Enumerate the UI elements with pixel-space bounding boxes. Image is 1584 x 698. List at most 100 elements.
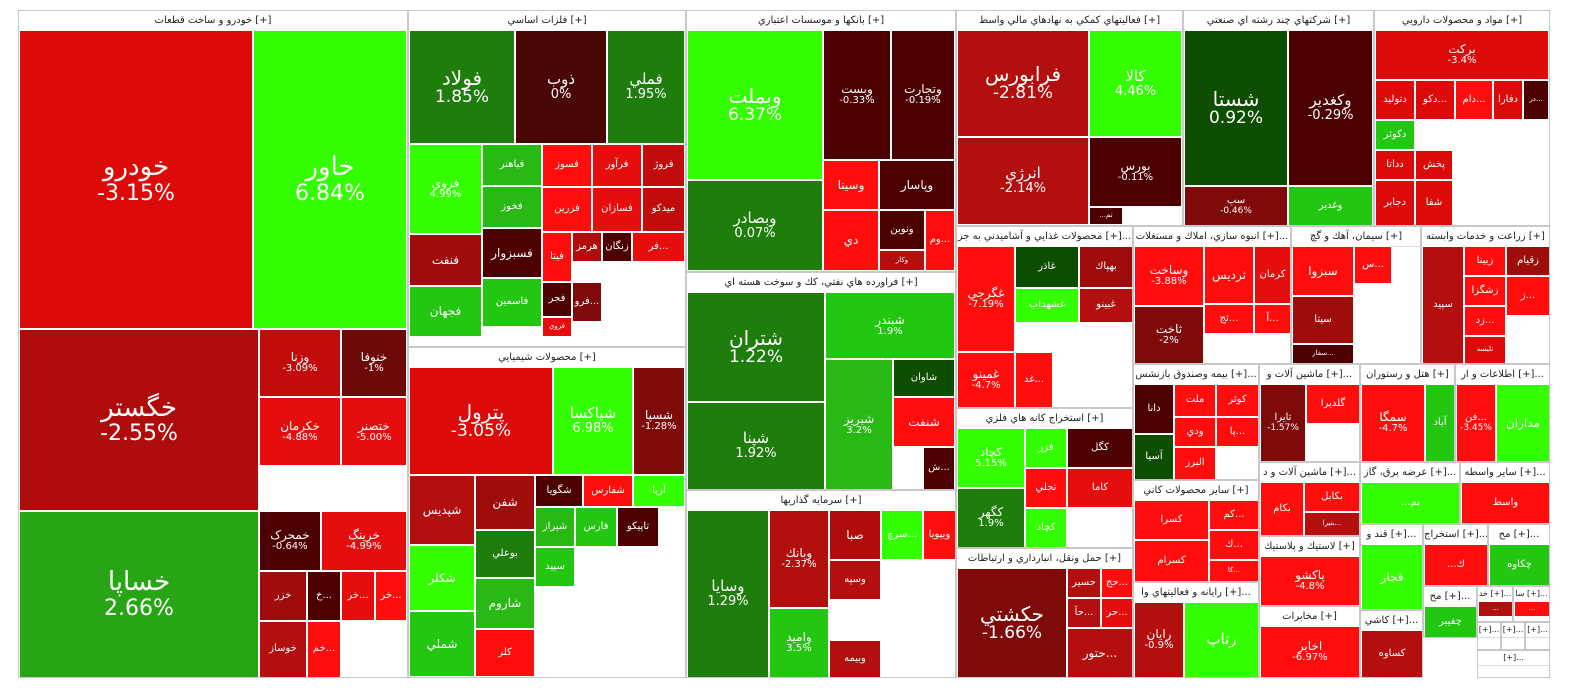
stock-tile[interactable]: غبينو	[1079, 288, 1132, 323]
stock-tile[interactable]: سپيد	[1422, 246, 1464, 363]
stock-tile[interactable]: وامید 3.5%	[769, 608, 829, 677]
stock-tile[interactable]: آ...	[1254, 304, 1290, 334]
stock-tile[interactable]: حر...	[1101, 598, 1132, 628]
stock-tile[interactable]: بكابل	[1304, 482, 1359, 512]
stock-tile[interactable]: ز...	[1506, 276, 1549, 316]
stock-tile[interactable]: ...تم	[1089, 207, 1123, 225]
stock-tile[interactable]: دتوليد	[1375, 80, 1415, 120]
stock-tile[interactable]: خساپا 2.66%	[19, 511, 259, 677]
sector-header[interactable]: استخراج [+]...	[1424, 525, 1487, 545]
stock-tile[interactable]: فجهان	[409, 286, 482, 337]
stock-tile[interactable]: ك...	[1209, 530, 1258, 560]
sector-header[interactable]: خودرو و ساخت قطعات [+]	[19, 11, 407, 31]
stock-tile[interactable]: صبا	[829, 510, 881, 560]
stock-tile[interactable]: دكو...	[1415, 80, 1455, 120]
stock-tile[interactable]: وزنا -3.09%	[259, 329, 341, 397]
stock-tile[interactable]: فيتا	[542, 232, 572, 282]
sector-header[interactable]: خد [+]...	[1478, 587, 1512, 602]
sector-header[interactable]: كاشي [+]...	[1361, 611, 1422, 631]
stock-tile[interactable]: شگويا	[535, 475, 583, 507]
stock-tile[interactable]: دفارا	[1493, 80, 1523, 120]
stock-tile[interactable]: شنفت	[893, 397, 955, 447]
stock-tile[interactable]: فسازان	[592, 187, 642, 232]
stock-tile[interactable]: وكغدير -0.29%	[1288, 30, 1373, 186]
stock-tile[interactable]: فرو...	[572, 282, 602, 322]
sector-header[interactable]: سرمايه گذاريها [+]	[687, 491, 955, 511]
stock-tile[interactable]: ...ك	[1424, 544, 1487, 585]
stock-tile[interactable]: فرآور	[592, 144, 642, 187]
stock-tile[interactable]: غد...	[1015, 352, 1053, 407]
stock-tile[interactable]: ميدكو	[642, 187, 685, 232]
stock-tile[interactable]: ونوين	[879, 210, 925, 250]
sector-header[interactable]: بيمه وصندوق بازنشس [+]...	[1134, 365, 1258, 385]
stock-tile[interactable]: خم...	[307, 621, 341, 677]
sector-header[interactable]: مح [+]...	[1424, 587, 1476, 607]
stock-tile[interactable]: كچاد	[1025, 508, 1067, 547]
stock-tile[interactable]: سپ -0.46%	[1184, 186, 1288, 225]
sector-header[interactable]: مح [+]...	[1489, 525, 1549, 545]
stock-tile[interactable]: ثاخت -2%	[1134, 306, 1204, 363]
stock-tile[interactable]: وپاسار	[879, 160, 955, 210]
stock-tile[interactable]: سبزوا	[1292, 246, 1354, 296]
sector-header[interactable]: فراورده هاي نفتي، كك و سوخت هسته اي [+]	[687, 273, 955, 293]
stock-tile[interactable]: فروژ	[642, 144, 685, 187]
stock-tile[interactable]: شملي	[409, 611, 475, 677]
stock-tile[interactable]: سپيد	[535, 547, 575, 587]
stock-tile[interactable]: فسوز	[542, 144, 592, 187]
stock-tile[interactable]: پا...	[1216, 417, 1258, 447]
stock-tile[interactable]: دام...	[1455, 80, 1493, 120]
sector-header[interactable]: [+]...	[1526, 623, 1549, 638]
stock-tile[interactable]: فروي 4.99%	[409, 144, 482, 234]
stock-tile[interactable]: حكشتي -1.66%	[957, 568, 1067, 677]
stock-tile[interactable]: خنوفا -1%	[341, 329, 407, 397]
stock-tile[interactable]: كسرا	[1134, 500, 1209, 540]
stock-tile[interactable]: شپنا 1.92%	[687, 402, 825, 489]
stock-tile[interactable]: كساوه	[1361, 630, 1422, 677]
stock-tile[interactable]: دكوثر	[1375, 120, 1415, 150]
stock-tile[interactable]: ش...	[923, 447, 955, 489]
stock-tile[interactable]: پاكشو -4.8%	[1260, 556, 1359, 605]
sector-header[interactable]: [+]...	[1502, 623, 1524, 638]
stock-tile[interactable]: تايرا -1.57%	[1260, 384, 1306, 461]
sector-header[interactable]: محصولات شيميايي [+]	[409, 348, 685, 368]
stock-tile[interactable]: ملت	[1174, 384, 1216, 417]
stock-tile[interactable]: كسرام	[1134, 540, 1209, 581]
stock-tile[interactable]: فر...	[632, 232, 685, 262]
stock-tile[interactable]: خرینگ -4.99%	[321, 511, 407, 571]
stock-tile[interactable]: ...	[1514, 601, 1549, 617]
sector-header[interactable]: حمل ونقل، انبارداري و ارتباطات [+]	[957, 549, 1132, 569]
sector-header[interactable]: هتل و رستوران [+]	[1361, 365, 1454, 385]
sector-header[interactable]: ساير محصولات كاني [+]	[1134, 481, 1258, 501]
stock-tile[interactable]: آريا	[633, 475, 685, 507]
stock-tile[interactable]: چفيبر	[1424, 606, 1476, 637]
stock-tile[interactable]: رايان -0.9%	[1134, 602, 1184, 677]
stock-tile[interactable]: خر...	[341, 571, 375, 621]
stock-tile[interactable]: خگستر -2.55%	[19, 329, 259, 511]
stock-tile[interactable]: شبريز 3.2%	[825, 359, 893, 489]
stock-tile[interactable]: غمينو -4.7%	[957, 352, 1015, 407]
stock-tile[interactable]: زبينا	[1464, 246, 1506, 276]
stock-tile[interactable]: زنگان	[602, 232, 632, 262]
stock-tile[interactable]: فروي	[542, 317, 572, 337]
sector-header[interactable]: قند و [+]...	[1361, 525, 1422, 545]
stock-tile[interactable]: ويپويا	[923, 510, 955, 560]
stock-tile[interactable]: فباهنر	[482, 144, 542, 186]
stock-tile[interactable]: بنيرا...	[1304, 512, 1359, 535]
stock-tile[interactable]: كگهر 1.9%	[957, 488, 1025, 547]
stock-tile[interactable]: وبملت 6.37%	[687, 30, 823, 180]
stock-tile[interactable]: خکرمان -4.88%	[259, 397, 341, 466]
stock-tile[interactable]: شفن	[475, 475, 535, 530]
stock-tile[interactable]: واسط	[1461, 482, 1549, 523]
stock-tile[interactable]: حج...	[1101, 568, 1132, 598]
stock-tile[interactable]: دداتا	[1375, 150, 1415, 180]
sector-header[interactable]: مخابرات [+]	[1260, 607, 1359, 627]
stock-tile[interactable]: كوثر	[1216, 384, 1258, 417]
stock-tile[interactable]: وساخت -3.88%	[1134, 246, 1204, 306]
stock-tile[interactable]: وم...	[925, 210, 955, 271]
stock-tile[interactable]: شسپا -1.28%	[633, 367, 685, 475]
stock-tile[interactable]: شپاكسا 6.98%	[553, 367, 633, 475]
stock-tile[interactable]: چكاوه	[1489, 544, 1549, 585]
sector-header[interactable]: بانكها و موسسات اعتباري [+]	[687, 11, 955, 31]
stock-tile[interactable]: ...بم	[1361, 482, 1459, 523]
stock-tile[interactable]: بركت -3.4%	[1375, 30, 1549, 80]
